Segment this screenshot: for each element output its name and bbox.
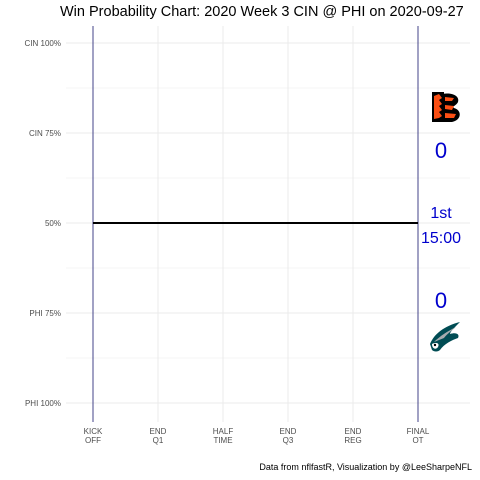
eagles-logo-icon [430, 322, 460, 352]
phi-score: 0 [435, 288, 447, 313]
y-tick-label: 50% [45, 219, 61, 228]
x-tick-label: FINAL [407, 427, 430, 436]
x-tick-label: REG [344, 436, 361, 445]
game-period: 1st [430, 205, 452, 222]
game-clock: 15:00 [421, 230, 461, 247]
x-tick-label: Q3 [283, 436, 294, 445]
cin-score: 0 [435, 138, 447, 163]
bengals-logo-icon [432, 92, 460, 122]
x-tick-label: Q1 [153, 436, 164, 445]
y-tick-label: CIN 75% [29, 129, 61, 138]
chart-title: Win Probability Chart: 2020 Week 3 CIN @… [60, 4, 464, 20]
y-tick-label: CIN 100% [25, 39, 61, 48]
x-tick-label: OT [412, 436, 423, 445]
x-tick-label: TIME [213, 436, 232, 445]
x-tick-label: HALF [213, 427, 234, 436]
x-tick-label: OFF [85, 436, 101, 445]
y-tick-label: PHI 75% [29, 309, 61, 318]
x-tick-label: END [150, 427, 167, 436]
x-tick-label: KICK [84, 427, 103, 436]
x-tick-label: END [345, 427, 362, 436]
y-tick-label: PHI 100% [25, 399, 61, 408]
chart-caption: Data from nflfastR, Visualization by @Le… [259, 462, 472, 472]
y-axis-ticks: CIN 100% CIN 75% 50% PHI 75% PHI 100% [25, 39, 61, 408]
x-tick-label: END [280, 427, 297, 436]
